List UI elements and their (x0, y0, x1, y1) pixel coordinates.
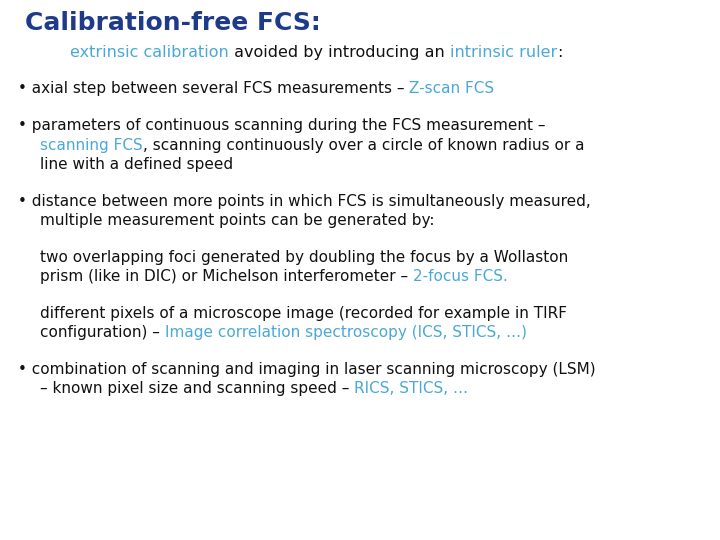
Text: Z-scan FCS: Z-scan FCS (410, 81, 495, 96)
Text: avoided by introducing an: avoided by introducing an (229, 45, 449, 60)
Text: :: : (557, 45, 562, 60)
Text: line with a defined speed: line with a defined speed (40, 157, 233, 172)
Text: extrinsic calibration: extrinsic calibration (70, 45, 229, 60)
Text: , scanning continuously over a circle of known radius or a: , scanning continuously over a circle of… (143, 138, 584, 153)
Text: • parameters of continuous scanning during the FCS measurement –: • parameters of continuous scanning duri… (18, 118, 546, 133)
Text: • axial step between several FCS measurements –: • axial step between several FCS measure… (18, 81, 410, 96)
Text: prism (like in DIC) or Michelson interferometer –: prism (like in DIC) or Michelson interfe… (40, 269, 413, 284)
Text: intrinsic ruler: intrinsic ruler (449, 45, 557, 60)
Text: Image correlation spectroscopy (ICS, STICS, …): Image correlation spectroscopy (ICS, STI… (165, 325, 527, 340)
Text: scanning FCS: scanning FCS (40, 138, 143, 153)
Text: RICS, STICS, …: RICS, STICS, … (354, 381, 469, 396)
Text: two overlapping foci generated by doubling the focus by a Wollaston: two overlapping foci generated by doubli… (40, 250, 568, 265)
Text: 2-focus FCS.: 2-focus FCS. (413, 269, 508, 284)
Text: different pixels of a microscope image (recorded for example in TIRF: different pixels of a microscope image (… (40, 306, 567, 321)
Text: multiple measurement points can be generated by:: multiple measurement points can be gener… (40, 213, 434, 228)
Text: • combination of scanning and imaging in laser scanning microscopy (LSM): • combination of scanning and imaging in… (18, 362, 595, 377)
Text: – known pixel size and scanning speed –: – known pixel size and scanning speed – (40, 381, 354, 396)
Text: • distance between more points in which FCS is simultaneously measured,: • distance between more points in which … (18, 194, 590, 209)
Text: Calibration-free FCS:: Calibration-free FCS: (25, 11, 320, 35)
Text: configuration) –: configuration) – (40, 325, 165, 340)
